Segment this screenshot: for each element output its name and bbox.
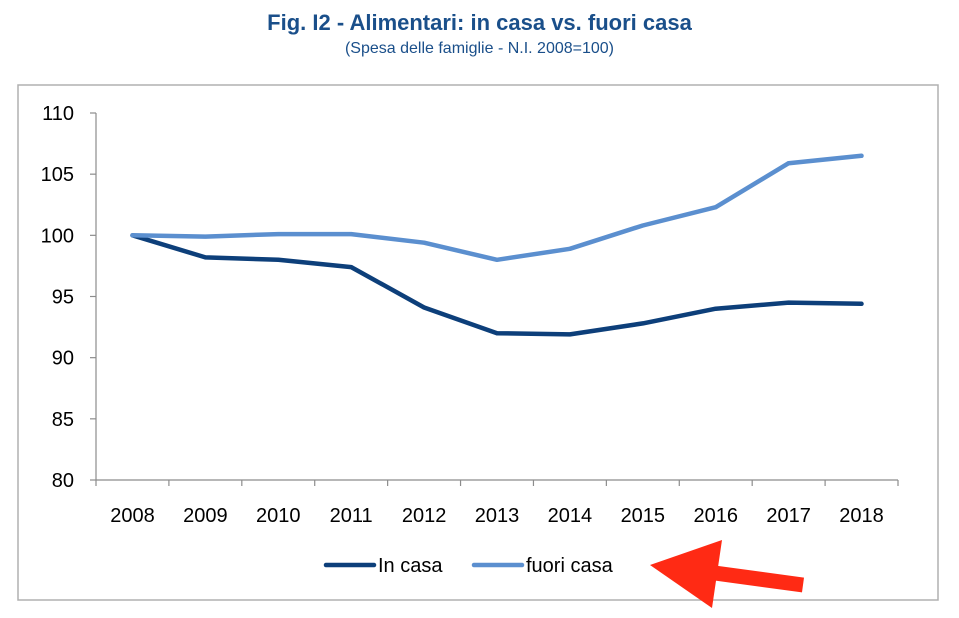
data-point (567, 332, 572, 337)
y-tick-label: 90 (52, 348, 74, 370)
y-tick-label: 100 (41, 225, 74, 247)
data-point (276, 232, 281, 237)
annotation-arrow-head (650, 540, 722, 608)
x-tick-label: 2018 (839, 505, 884, 527)
chart-subtitle: (Spesa delle famiglie - N.I. 2008=100) (344, 40, 615, 57)
data-point (130, 233, 135, 238)
data-point (640, 223, 645, 228)
x-tick-label: 2008 (110, 505, 155, 527)
x-tick-label: 2016 (693, 505, 738, 527)
x-tick-label: 2014 (548, 505, 593, 527)
chart-frame (17, 84, 939, 601)
legend-label: In casa (378, 555, 443, 577)
data-point (495, 257, 499, 262)
data-point (640, 321, 645, 326)
data-point (786, 300, 791, 305)
x-tick-label: 2011 (330, 505, 373, 527)
data-point (203, 255, 208, 260)
data-point (422, 240, 427, 245)
data-point (567, 246, 572, 251)
data-point (495, 331, 499, 336)
x-tick-label: 2013 (475, 505, 520, 527)
data-point (203, 234, 208, 239)
x-tick-label: 2015 (621, 505, 666, 527)
data-point (276, 257, 281, 262)
data-point (786, 161, 791, 166)
y-tick-label: 85 (52, 409, 74, 431)
y-tick-label: 95 (52, 287, 74, 309)
data-point (859, 153, 864, 158)
x-tick-label: 2017 (766, 505, 811, 527)
x-tick-label: 2010 (256, 505, 301, 527)
series-line-in-casa (130, 233, 864, 337)
y-tick-label: 105 (41, 164, 74, 186)
y-tick-label: 110 (42, 103, 74, 125)
data-point (349, 265, 354, 270)
chart-title: Fig. I2 - Alimentari: in casa vs. fuori … (267, 10, 692, 35)
data-point (859, 301, 864, 306)
x-tick-label: 2012 (402, 505, 447, 527)
annotation-arrow-shaft (698, 563, 805, 593)
data-point (349, 232, 354, 237)
data-point (713, 205, 718, 210)
series-line-fuori-casa (130, 153, 864, 263)
data-point (422, 305, 427, 310)
x-tick-label: 2009 (183, 505, 228, 527)
data-point (713, 306, 718, 311)
legend-label: fuori casa (526, 555, 614, 577)
y-tick-label: 80 (52, 470, 74, 492)
